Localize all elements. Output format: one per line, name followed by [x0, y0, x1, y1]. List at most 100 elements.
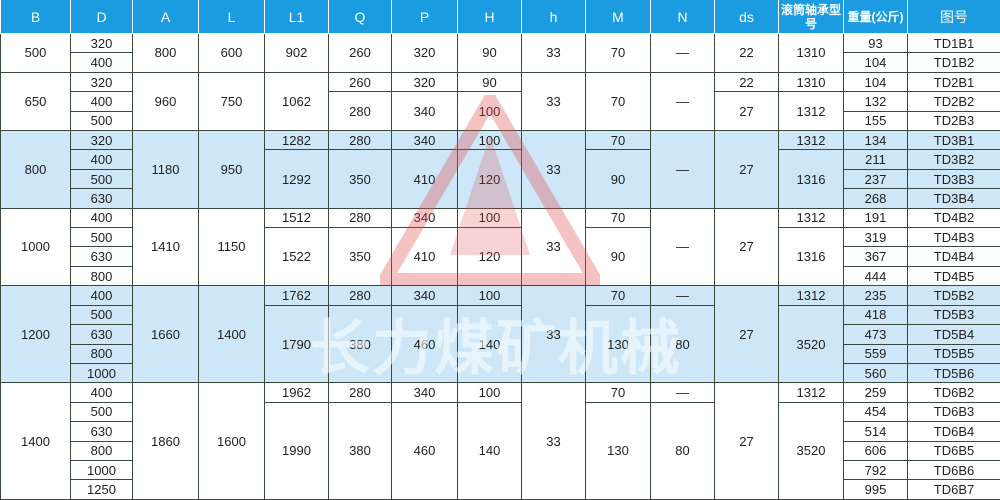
column-header: h: [521, 0, 586, 34]
table-cell: 1660: [132, 285, 199, 384]
table-cell: 27: [714, 285, 779, 384]
table-cell: 70: [585, 33, 651, 73]
table-cell: 80: [650, 304, 715, 384]
table-cell: 1312: [778, 285, 844, 306]
table-cell: 350: [328, 149, 392, 209]
table-row: 500 320 800 600 902 260 320 90 33 70—22 1310 93 TD1B…: [0, 32, 1000, 73]
table-cell: 235: [843, 285, 908, 306]
table-cell: TD4B3: [907, 227, 1000, 248]
table-cell: TD3B3: [907, 168, 1000, 190]
table-row: 400 280 340 100 27 1312 132 TD2B2: [1, 91, 1000, 132]
table-cell: 33: [521, 71, 586, 132]
table-cell: 950: [198, 130, 265, 209]
table-cell: TD5B3: [907, 304, 1000, 326]
table-cell: 27: [714, 382, 779, 500]
table-cell: 630: [70, 324, 133, 345]
table-cell: —: [650, 382, 715, 403]
table-cell: 1200: [0, 285, 71, 384]
table-cell: 1062: [264, 71, 329, 132]
column-header: H: [457, 0, 522, 34]
table-cell: 33: [521, 33, 586, 73]
table-cell: 380: [328, 401, 392, 500]
table-cell: 350: [328, 227, 392, 287]
table-cell: 1312: [778, 91, 844, 132]
table-cell: 1790: [264, 304, 329, 384]
table-cell: 33: [521, 285, 586, 384]
table-cell: 500: [70, 227, 133, 248]
table-cell: 140: [457, 304, 522, 384]
table-cell: 1410: [132, 207, 199, 287]
table-cell: 70: [585, 71, 651, 132]
table-cell: 340: [391, 130, 458, 151]
table-cell: 134: [843, 130, 908, 151]
table-cell: 93: [843, 32, 908, 54]
table-cell: TD4B2: [907, 207, 1000, 229]
table-cell: 320: [70, 71, 133, 93]
table-cell: 500: [70, 110, 133, 132]
table-cell: 902: [264, 33, 329, 73]
table-cell: 340: [391, 91, 458, 132]
table-row: 500 1990 380 460 140 130 80 3520 454 TD6B3: [1, 401, 1000, 500]
table-cell: TD3B1: [907, 130, 1000, 151]
table-cell: TD5B5: [907, 343, 1000, 364]
table-cell: 514: [843, 421, 908, 442]
table-cell: 320: [70, 32, 133, 54]
table-cell: 1512: [264, 207, 329, 229]
column-header: A: [132, 0, 199, 34]
table-cell: 27: [714, 91, 779, 132]
table-cell: 454: [843, 401, 908, 423]
table-row: 1250 995 TD6B7: [1, 479, 1000, 500]
table-cell: 1312: [778, 382, 844, 403]
column-header: P: [391, 0, 458, 34]
table-cell: 1282: [264, 130, 329, 151]
table-cell: 3520: [778, 304, 844, 384]
table-cell: 120: [457, 227, 522, 287]
table-cell: 90: [585, 149, 651, 209]
table-cell: 319: [843, 227, 908, 248]
table-cell: 1000: [70, 362, 133, 384]
table-row: 1000 792 TD6B6: [1, 459, 1000, 481]
table-cell: 1522: [264, 227, 329, 287]
table-cell: 606: [843, 440, 908, 461]
table-cell: 800: [0, 130, 71, 209]
table-cell: 90: [585, 227, 651, 287]
table-cell: 800: [70, 265, 133, 287]
column-header: 图号: [907, 0, 1000, 34]
table-cell: 400: [70, 52, 133, 73]
table-cell: 1310: [778, 33, 844, 73]
table-cell: 800: [132, 33, 199, 73]
column-header: 滚筒轴承型号: [778, 0, 844, 34]
table-cell: 70: [585, 382, 651, 403]
table-cell: 1312: [778, 207, 844, 229]
table-cell: 400: [70, 149, 133, 170]
table-row: 1200 400 1660 1400 1762 280 340 100 33 70—27 1312 2…: [0, 285, 1000, 384]
column-header: D: [70, 0, 133, 34]
table-row: 630 268 TD3B4: [1, 188, 1000, 209]
table-cell: 33: [521, 130, 586, 209]
table-cell: 22: [714, 71, 779, 93]
table-cell: 1150: [198, 207, 265, 287]
table-cell: 500: [70, 401, 133, 423]
table-cell: 132: [843, 91, 908, 112]
table-cell: TD5B2: [907, 285, 1000, 306]
table-cell: 100: [457, 285, 522, 306]
table-row: 800 320 1180 950 1282 280 340 100 33 70—27 1312 134…: [0, 130, 1000, 209]
table-row: 800 559 TD5B5: [1, 343, 1000, 364]
table-cell: 320: [391, 33, 458, 73]
column-header: Q: [328, 0, 392, 34]
table-cell: 750: [198, 71, 265, 132]
table-cell: 100: [457, 91, 522, 132]
table-cell: 191: [843, 207, 908, 229]
column-header: B: [0, 0, 71, 34]
table-cell: 410: [391, 149, 458, 209]
table-cell: 1600: [198, 382, 265, 500]
table-cell: 650: [0, 71, 71, 132]
column-header: ds: [714, 0, 779, 34]
table-cell: —: [650, 285, 715, 306]
table-cell: 104: [843, 71, 908, 93]
table-row: 500 155 TD2B3: [1, 110, 1000, 132]
table-cell: 1312: [778, 130, 844, 151]
table-cell: TD2B2: [907, 91, 1000, 112]
table-cell: TD3B4: [907, 188, 1000, 209]
table-cell: 27: [714, 207, 779, 287]
